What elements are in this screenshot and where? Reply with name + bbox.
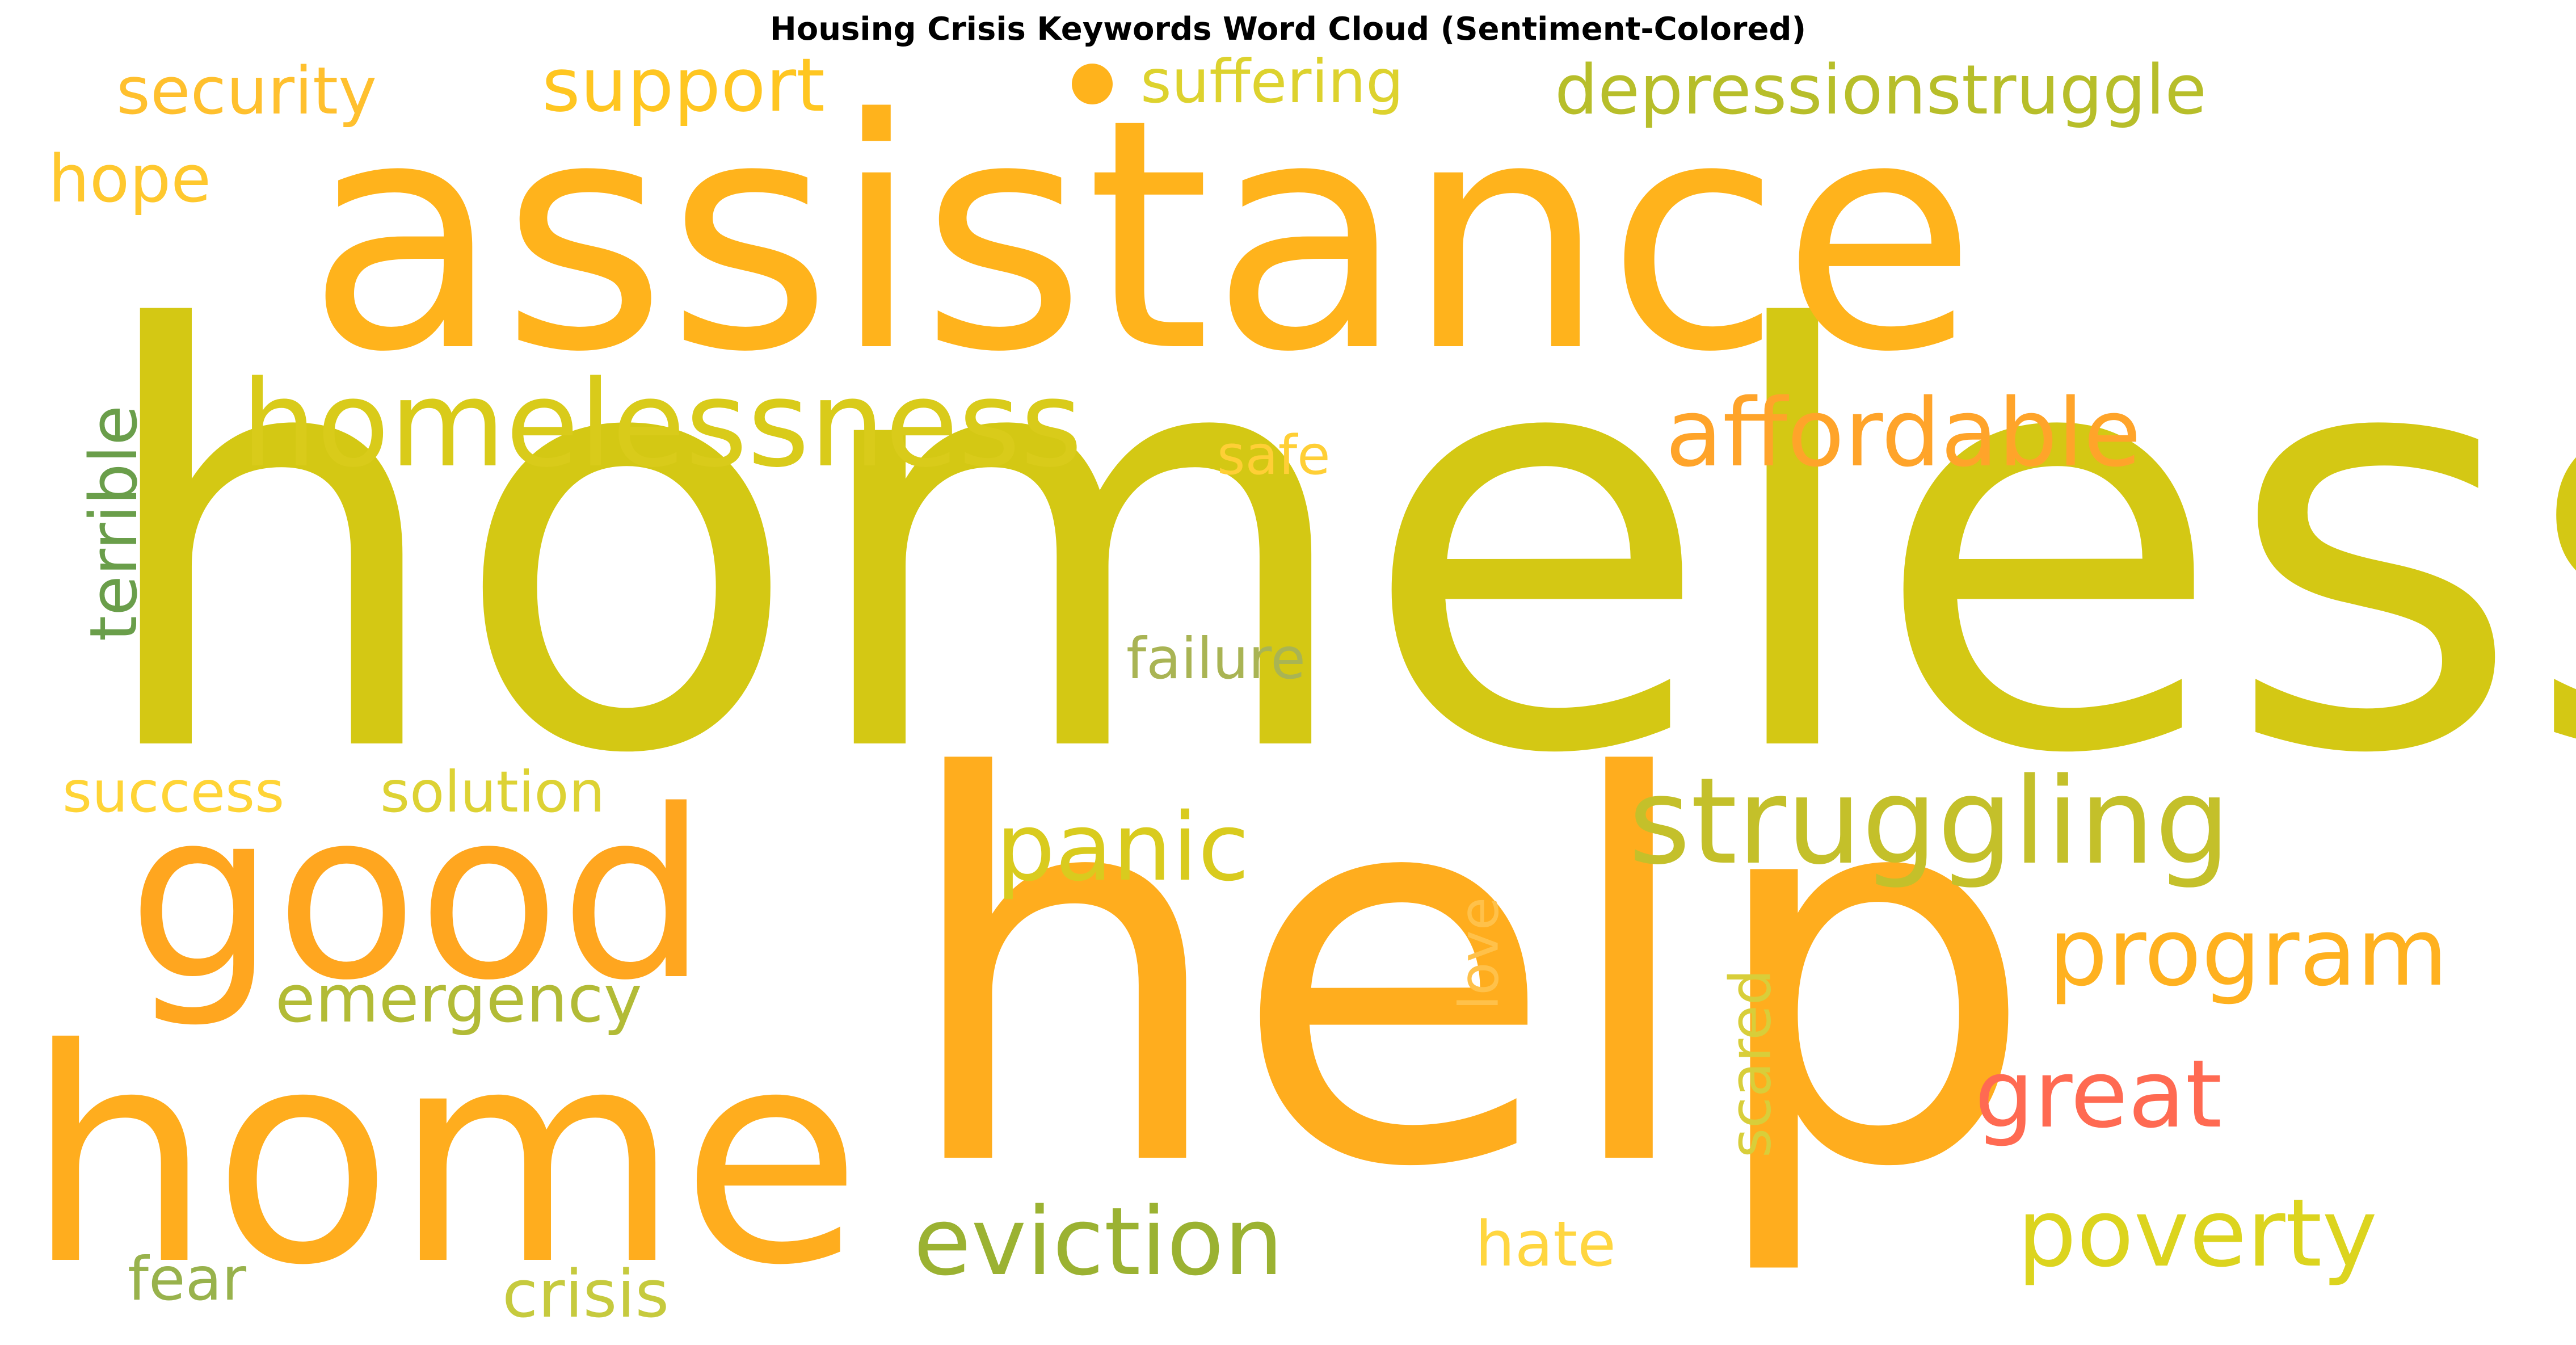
- word-love: love: [1449, 897, 1511, 1010]
- word-great: great: [1975, 1040, 2222, 1149]
- word-hate: hate: [1475, 1208, 1616, 1280]
- word-poverty: poverty: [2017, 1179, 2377, 1288]
- chart-title: Housing Crisis Keywords Word Cloud (Sent…: [770, 11, 1806, 48]
- word-assistance: assistance: [306, 52, 1977, 422]
- word-eviction: eviction: [914, 1187, 1283, 1296]
- word-emergency: emergency: [275, 961, 642, 1037]
- word-depressionstruggle: depressionstruggle: [1555, 51, 2207, 130]
- word-program: program: [2048, 898, 2448, 1007]
- word-security: security: [116, 53, 377, 129]
- word-terrible: terrible: [76, 405, 152, 641]
- word-good: good: [128, 760, 708, 1031]
- word-hope: hope: [48, 141, 211, 217]
- word-fear: fear: [128, 1245, 247, 1314]
- word-homeless: homeless: [88, 212, 2576, 879]
- word-suffering: suffering: [1140, 47, 1404, 116]
- word-homelessness: homelessness: [241, 355, 1083, 494]
- word-solution: solution: [380, 759, 605, 825]
- word-panic: panic: [996, 793, 1249, 902]
- word-failure: failure: [1126, 625, 1306, 692]
- word-support: support: [542, 42, 825, 128]
- word-safe: safe: [1217, 424, 1331, 487]
- word-home: home: [26, 986, 862, 1330]
- word-affordable: affordable: [1665, 379, 2141, 487]
- word-crisis: crisis: [502, 1256, 669, 1333]
- word-help: help: [896, 669, 2037, 1283]
- word-scared: scared: [1717, 969, 1783, 1158]
- word-struggling: struggling: [1628, 752, 2230, 891]
- word-success: success: [62, 759, 284, 825]
- cloud-dot-mark: [1072, 64, 1113, 104]
